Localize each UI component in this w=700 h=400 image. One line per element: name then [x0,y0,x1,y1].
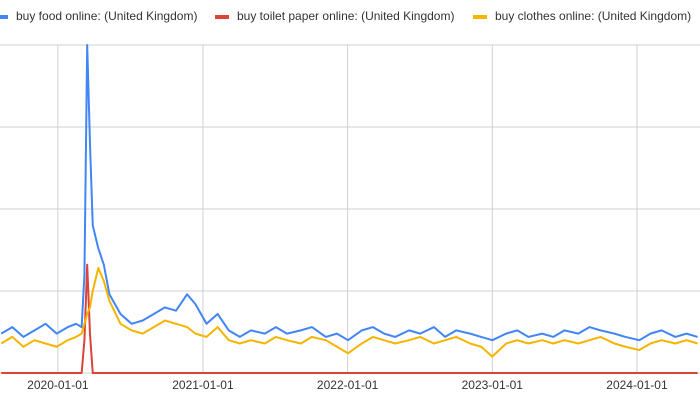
series-line [0,44,698,342]
series-line [1,263,698,374]
x-tick-label: 2020-01-01 [27,378,89,392]
x-tick-label: 2023-01-01 [462,378,524,392]
series-line [0,267,698,358]
legend-label: buy food online: (United Kingdom) [16,9,197,23]
x-tick-label: 2022-01-01 [317,378,379,392]
legend-label: buy toilet paper online: (United Kingdom… [237,9,454,23]
legend-label: buy clothes online: (United Kingdom) [495,9,691,23]
x-tick-label: 2021-01-01 [172,378,234,392]
x-tick-label: 2024-01-01 [606,378,668,392]
